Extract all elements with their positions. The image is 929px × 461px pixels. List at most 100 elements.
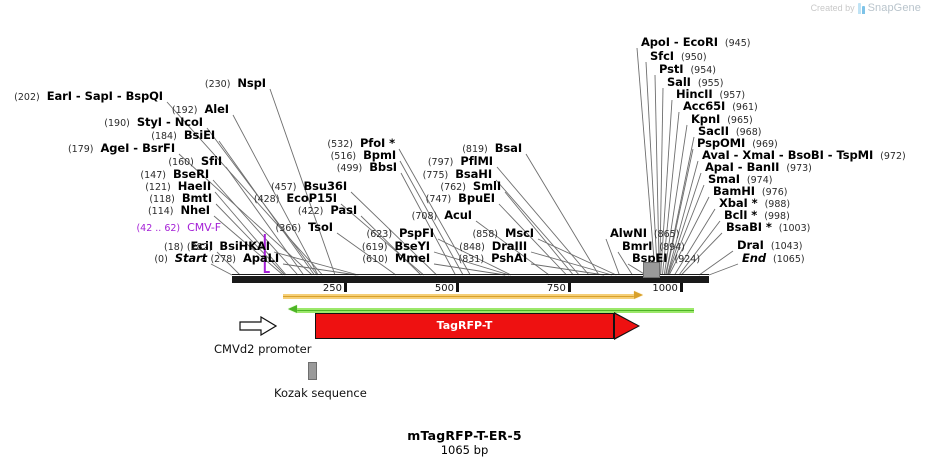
enzyme-name[interactable]: PasI — [330, 203, 357, 217]
enzyme-name[interactable]: HincII — [676, 87, 713, 101]
enzyme-site-label[interactable]: HincII (957) — [676, 87, 745, 101]
enzyme-name[interactable]: BseYI — [394, 239, 430, 253]
enzyme-site-label[interactable]: ApoI - EcoRI (945) — [641, 36, 750, 49]
enzyme-site-label[interactable]: (747) BpuEI — [0, 191, 495, 205]
enzyme-name[interactable]: PshAI — [491, 251, 527, 265]
enzyme-name[interactable]: MmeI — [394, 251, 430, 265]
enzyme-site-label[interactable]: (147) BseRI — [0, 167, 209, 181]
enzyme-site-label[interactable]: (118) BmtI — [0, 192, 212, 205]
enzyme-name[interactable]: BspQI — [125, 89, 164, 103]
enzyme-site-label[interactable]: End (1065) — [742, 251, 805, 265]
enzyme-name[interactable]: BsaBI * — [726, 220, 772, 234]
enzyme-name[interactable]: BsiHKAI — [219, 239, 270, 253]
enzyme-name[interactable]: BsiEI — [183, 128, 215, 142]
enzyme-name[interactable]: BbsI — [369, 160, 397, 174]
primer-name[interactable]: CMV-F — [187, 221, 221, 234]
enzyme-name[interactable]: BsaHI — [455, 167, 492, 181]
enzyme-site-label[interactable]: (190) StyI - NcoI — [0, 115, 203, 129]
enzyme-name[interactable]: PfoI * — [359, 136, 395, 150]
enzyme-name[interactable]: End — [742, 251, 766, 265]
feature-arrow-cmvd2-promoter[interactable] — [239, 316, 277, 336]
enzyme-name[interactable]: EciI — [190, 239, 214, 253]
enzyme-site-label[interactable]: Acc65I (961) — [683, 100, 758, 113]
enzyme-site-label[interactable]: (623) PspFI — [0, 226, 435, 240]
enzyme-name[interactable]: DraI — [737, 238, 764, 252]
enzyme-name[interactable]: BclI * — [724, 208, 758, 222]
enzyme-site-label[interactable]: (532) PfoI * — [0, 136, 395, 150]
enzyme-name[interactable]: PspOMI — [697, 136, 746, 150]
enzyme-site-label[interactable]: (858) MscI — [0, 226, 534, 240]
feature-block-kozak-sequence[interactable] — [308, 362, 317, 380]
enzyme-name[interactable]: SapI — [84, 89, 113, 103]
enzyme-site-label[interactable]: (775) BsaHI — [0, 167, 492, 181]
enzyme-name[interactable]: BanII — [746, 160, 780, 174]
enzyme-name[interactable]: TsoI — [308, 220, 333, 234]
enzyme-site-label[interactable]: (282) BsiHKAI — [0, 239, 270, 253]
enzyme-site-label[interactable]: (819) BsaI — [0, 142, 522, 155]
enzyme-name[interactable]: ApaI — [705, 160, 734, 174]
enzyme-site-label[interactable]: (499) BbsI — [0, 160, 397, 174]
enzyme-name[interactable]: SmlI — [472, 179, 501, 193]
enzyme-name[interactable]: PstI — [659, 62, 684, 76]
enzyme-site-label[interactable]: (230) NspI — [0, 77, 266, 90]
enzyme-site-label[interactable]: SalI (955) — [667, 75, 723, 89]
enzyme-site-label[interactable]: (831) PshAI — [0, 251, 528, 265]
enzyme-site-label[interactable]: (114) NheI — [0, 203, 211, 217]
enzyme-name[interactable]: BpuEI — [458, 191, 495, 205]
enzyme-site-label[interactable]: (619) BseYI — [0, 239, 430, 253]
enzyme-name[interactable]: BmrI — [622, 239, 653, 253]
enzyme-site-label[interactable]: (457) Bsu36I — [0, 179, 348, 193]
enzyme-site-label[interactable]: XbaI * (988) — [719, 197, 790, 210]
enzyme-site-label[interactable]: BamHI (976) — [713, 184, 787, 198]
enzyme-name[interactable]: EarI — [46, 89, 72, 103]
enzyme-name[interactable]: DraIII — [491, 239, 527, 253]
enzyme-site-label[interactable]: PspOMI (969) — [697, 136, 778, 150]
enzyme-site-label[interactable]: (121) HaeII — [0, 180, 211, 193]
enzyme-name[interactable]: PspFI — [399, 226, 434, 240]
enzyme-name[interactable]: MscI — [505, 226, 534, 240]
enzyme-site-label[interactable]: BclI * (998) — [724, 208, 790, 222]
enzyme-site-label[interactable]: PstI (954) — [659, 62, 716, 76]
enzyme-site-label[interactable]: (428) EcoP15I — [0, 192, 337, 205]
enzyme-site-label[interactable]: (422) PasI — [0, 203, 357, 217]
enzyme-name[interactable]: BspEI — [632, 251, 668, 265]
enzyme-name[interactable]: AvaI — [702, 148, 730, 162]
enzyme-site-label[interactable]: BspEI (924) — [632, 251, 700, 265]
enzyme-name[interactable]: SmaI — [708, 172, 740, 186]
primer-label-cmv-f[interactable]: (42 .. 62) CMV-F — [0, 222, 221, 234]
orf-reverse-arrow[interactable] — [288, 305, 694, 314]
enzyme-name[interactable]: BsoBI — [787, 148, 824, 162]
enzyme-name[interactable]: XmaI — [742, 148, 775, 162]
enzyme-site-label[interactable]: SacII (968) — [698, 125, 761, 138]
enzyme-site-label[interactable]: (184) BsiEI — [0, 128, 215, 142]
enzyme-name[interactable]: BpmI — [363, 148, 396, 162]
enzyme-name[interactable]: PflMI — [460, 154, 493, 168]
enzyme-name[interactable]: SalI — [667, 75, 691, 89]
enzyme-name[interactable]: BsrFI — [142, 141, 175, 155]
enzyme-site-label[interactable]: (848) DraIII — [0, 239, 527, 253]
enzyme-site-label[interactable]: (18) EciI — [0, 239, 214, 253]
enzyme-site-label[interactable]: BmrI (894) — [622, 239, 685, 253]
enzyme-site-label[interactable]: (610) MmeI — [0, 251, 430, 265]
enzyme-name[interactable]: Bsu36I — [303, 179, 348, 193]
enzyme-name[interactable]: BseRI — [172, 167, 209, 181]
feature-arrow-tagrfp-t[interactable]: TagRFP-T — [315, 312, 640, 340]
enzyme-name[interactable]: AleI — [204, 102, 229, 116]
enzyme-site-label[interactable]: (278) ApaLI — [0, 252, 279, 265]
enzyme-site-label[interactable]: (516) BpmI — [0, 148, 397, 162]
plasmid-backbone[interactable] — [232, 274, 709, 283]
enzyme-site-label[interactable]: (797) PflMI — [0, 154, 493, 168]
enzyme-site-label[interactable]: (708) AcuI — [0, 209, 472, 222]
enzyme-name[interactable]: BamHI — [713, 184, 755, 198]
enzyme-site-label[interactable]: DraI (1043) — [737, 238, 802, 252]
enzyme-site-label[interactable]: (192) AleI — [0, 102, 229, 116]
enzyme-site-label[interactable]: SfcI (950) — [650, 50, 707, 63]
enzyme-name[interactable]: TspMI — [836, 148, 874, 162]
enzyme-site-label[interactable]: (160) SfiI — [0, 155, 222, 168]
enzyme-name[interactable]: AlwNI — [610, 226, 647, 240]
enzyme-name[interactable]: StyI — [136, 115, 162, 129]
enzyme-name[interactable]: NcoI — [174, 115, 203, 129]
enzyme-site-label[interactable]: (366) TsoI — [0, 220, 334, 234]
enzyme-site-label[interactable]: (179) AgeI - BsrFI — [0, 141, 175, 155]
enzyme-name[interactable]: NheI — [180, 203, 211, 217]
